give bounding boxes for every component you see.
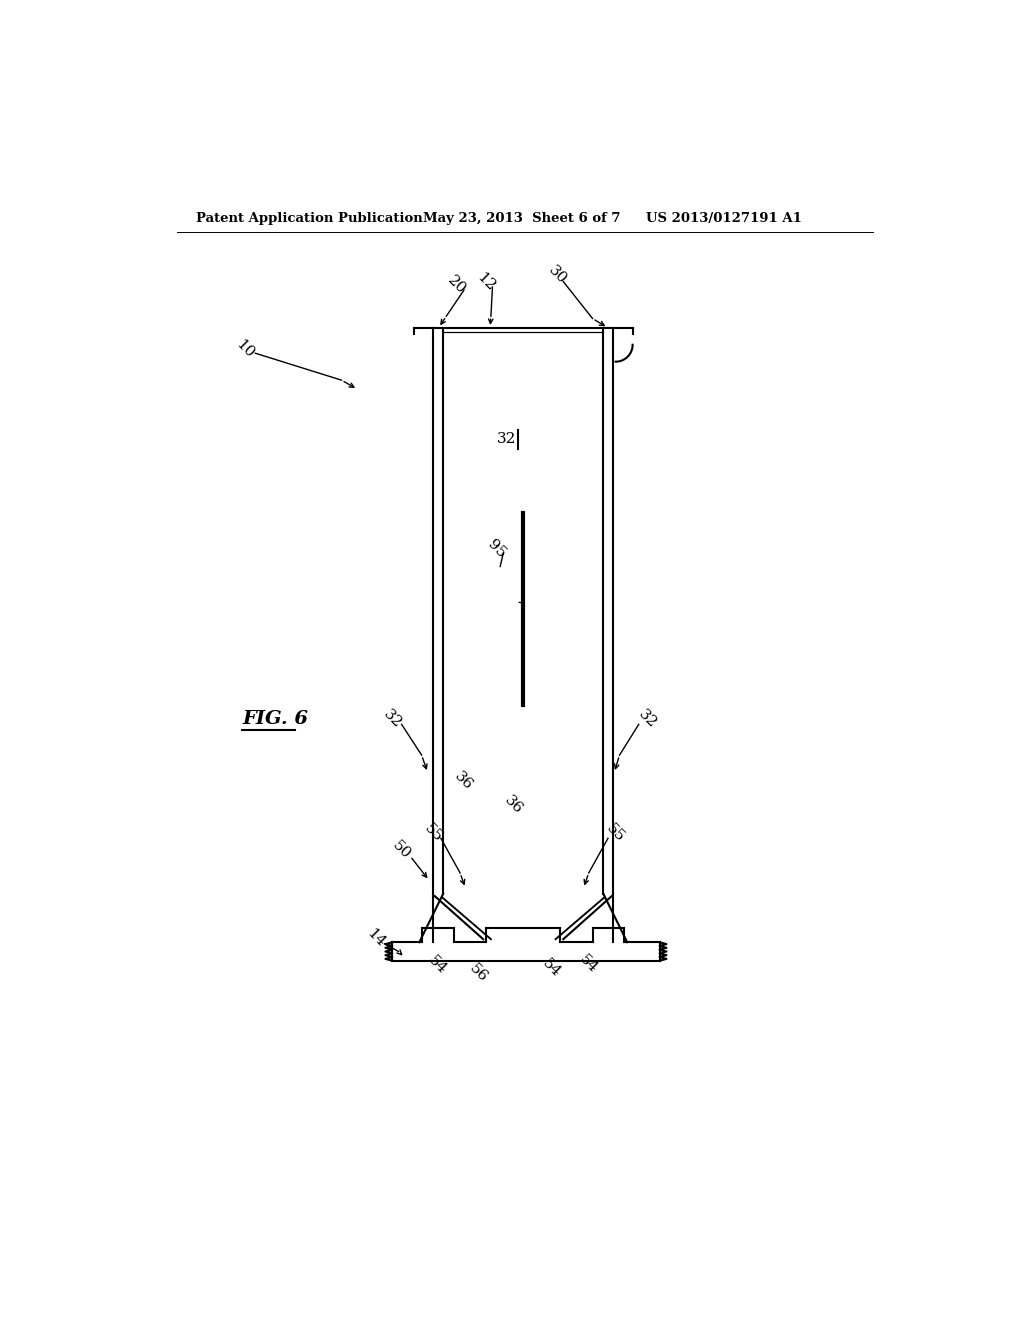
Text: 56: 56: [467, 961, 490, 985]
Text: 14: 14: [364, 925, 387, 949]
Text: FIG. 6: FIG. 6: [243, 710, 308, 727]
Text: 50: 50: [390, 838, 414, 862]
Text: 32: 32: [381, 708, 404, 731]
Text: 36: 36: [502, 793, 525, 817]
Text: 55: 55: [604, 821, 628, 845]
Text: 54: 54: [577, 952, 600, 975]
Text: 10: 10: [232, 338, 256, 362]
Text: 30: 30: [546, 264, 569, 288]
Text: 32: 32: [497, 433, 516, 446]
Text: 36: 36: [452, 768, 475, 792]
Text: 95: 95: [485, 537, 509, 561]
Text: 55: 55: [422, 821, 444, 845]
Text: 54: 54: [540, 957, 563, 981]
Text: 32: 32: [636, 708, 659, 731]
Text: 54: 54: [425, 953, 449, 977]
Text: Patent Application Publication: Patent Application Publication: [196, 213, 423, 224]
Text: May 23, 2013  Sheet 6 of 7: May 23, 2013 Sheet 6 of 7: [423, 213, 621, 224]
Text: 20: 20: [444, 273, 468, 297]
Text: US 2013/0127191 A1: US 2013/0127191 A1: [646, 213, 803, 224]
Text: 12: 12: [474, 269, 498, 293]
